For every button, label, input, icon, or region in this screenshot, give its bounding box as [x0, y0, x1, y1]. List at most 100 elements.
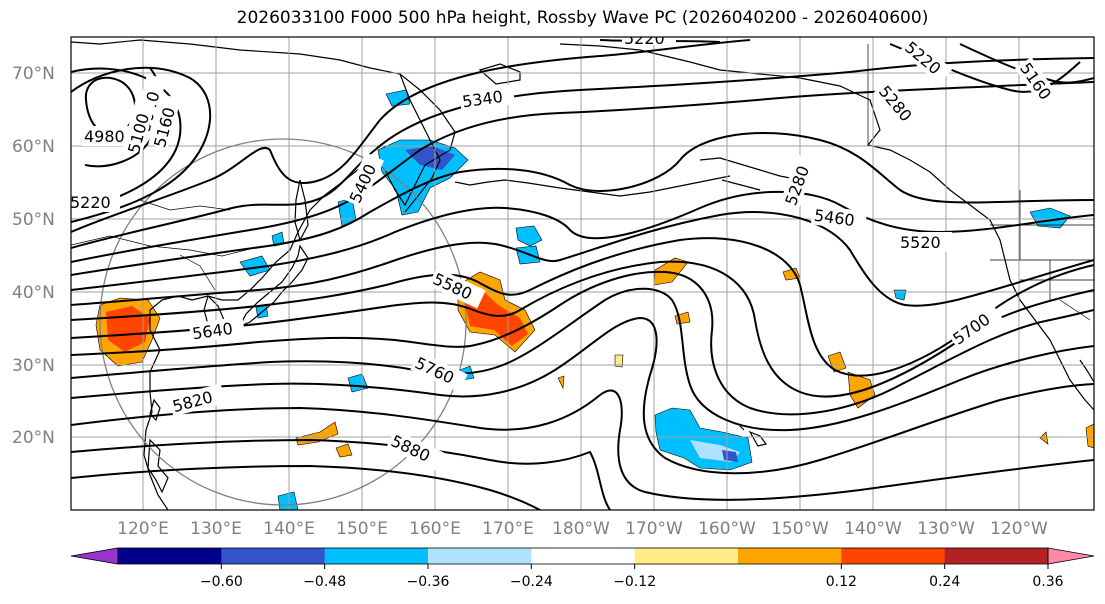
contour-label-bg	[71, 192, 120, 212]
contour-label-bg	[148, 93, 181, 150]
lat-label: 50°N	[12, 210, 55, 230]
map-title: 2026033100 F000 500 hPa height, Rossby W…	[236, 8, 929, 28]
colorbar-segment	[118, 548, 222, 564]
contour-label: 5220	[624, 29, 665, 48]
lon-label: 130°E	[190, 519, 242, 539]
contour-line	[71, 81, 1094, 263]
contour-label-bg	[386, 429, 444, 471]
political-borders	[71, 44, 1094, 321]
contour-label-bg	[410, 351, 468, 393]
alaska-coastline	[478, 43, 1094, 411]
contour-label-bg	[810, 204, 868, 232]
colorbar-segment	[428, 548, 532, 564]
contour-label-bg	[122, 97, 156, 154]
taiwan-coastline	[149, 398, 161, 422]
contour-label-bg	[947, 302, 1003, 350]
colorbar-extend-high	[1047, 547, 1095, 565]
positive-anomaly-patch	[1039, 431, 1049, 445]
lon-label: 140°W	[844, 519, 902, 539]
contour-label-bg	[622, 37, 676, 45]
contour-label: 5520	[900, 233, 941, 252]
contour-line	[71, 131, 1094, 276]
positive-anomaly-patch	[1085, 423, 1094, 449]
lat-label: 60°N	[12, 137, 55, 157]
contour-line	[71, 66, 211, 223]
lon-label: 130°W	[917, 519, 975, 539]
lat-label: 70°N	[12, 64, 55, 84]
colorbar-tick-label: −0.12	[613, 574, 656, 590]
longitude-axis: 120°E 130°E 140°E 150°E 160°E 170°E 180°…	[117, 519, 1048, 539]
negative-anomaly-core	[722, 450, 738, 462]
positive-anomaly-patch	[614, 354, 624, 368]
colorbar-segment	[531, 548, 636, 564]
lon-label: 120°E	[117, 519, 169, 539]
alaska-peninsula-coastline	[699, 157, 801, 191]
positive-anomaly-patch	[557, 375, 565, 390]
contour-label-bg	[899, 37, 953, 85]
contour-label-bg	[458, 84, 516, 112]
contour-label-bg	[898, 232, 952, 252]
lon-label: 120°W	[990, 519, 1048, 539]
aleutian-coastline	[454, 175, 731, 197]
contour-line	[71, 287, 1094, 432]
colorbar-segment	[841, 548, 946, 564]
latitude-axis: 70°N 60°N 50°N 40°N 30°N 20°N	[12, 64, 55, 448]
map-frame	[70, 36, 1095, 511]
contour-line	[71, 57, 1094, 249]
contour-line	[71, 211, 1094, 307]
colorbar-tick-label: −0.48	[303, 574, 346, 590]
lon-label: 170°E	[482, 519, 534, 539]
colorbar: −0.60−0.48−0.36−0.24−0.120.120.240.360.4…	[70, 547, 1095, 590]
lon-label: 180°W	[552, 519, 610, 539]
contour-label-bg	[779, 154, 817, 210]
lat-label: 20°N	[12, 428, 55, 448]
asian-borders	[71, 199, 263, 291]
negative-anomaly-patch	[1029, 207, 1071, 229]
mexico-coastline	[1079, 359, 1094, 383]
lon-label: 160°W	[698, 519, 756, 539]
contour-line	[959, 43, 1094, 84]
lat-label: 30°N	[12, 356, 55, 376]
colorbar-tick-label: −0.24	[510, 574, 553, 590]
contour-line	[71, 39, 751, 233]
contour-line	[71, 316, 1094, 475]
colorbar-segment	[944, 548, 1049, 564]
contour-line	[71, 190, 1094, 291]
negative-anomaly-patch	[385, 89, 411, 107]
lon-label: 150°E	[336, 519, 388, 539]
contour-label: 5220	[70, 193, 111, 212]
coastlines	[71, 39, 1094, 510]
colorbar-tick-label: 0.12	[826, 574, 857, 590]
colorbar-segment	[324, 548, 429, 564]
contour-line	[71, 464, 541, 510]
colorbar-tick-label: −0.60	[200, 574, 243, 590]
colorbar-segment	[634, 548, 739, 564]
negative-anomaly-patch	[347, 373, 369, 393]
colorbar-tick-label: 0.36	[1032, 574, 1063, 590]
hawaii-coastline	[739, 425, 768, 447]
contour-line	[71, 389, 1094, 501]
contour-label-bg	[188, 316, 246, 344]
lon-label: 140°E	[263, 519, 315, 539]
colorbar-extend-low	[70, 547, 119, 565]
contour-label-bg	[82, 126, 134, 146]
contour-label-bg	[428, 267, 486, 309]
colorbar-outline	[117, 547, 1049, 565]
lon-label: 150°W	[771, 519, 829, 539]
contour-line	[71, 260, 1094, 398]
colorbar-segment	[738, 548, 842, 564]
positive-anomaly-patch	[827, 351, 847, 373]
philippines-coastline	[147, 438, 169, 494]
map-panel: 5220 5220 5340 4980 5040 5100 5160 5220 …	[70, 29, 1094, 510]
contour-label-bg	[873, 79, 923, 133]
focus-region-circle	[99, 138, 467, 506]
contour-label-bg	[168, 383, 226, 417]
negative-anomaly-patch	[515, 225, 543, 247]
colorbar-tick-label: 0.24	[929, 574, 960, 590]
contour-label-bg	[343, 152, 385, 208]
contour-label-bg	[1014, 56, 1062, 112]
lon-label: 170°W	[625, 519, 683, 539]
colorbar-tick-label: −0.36	[407, 574, 450, 590]
colorbar-segment	[221, 548, 326, 564]
